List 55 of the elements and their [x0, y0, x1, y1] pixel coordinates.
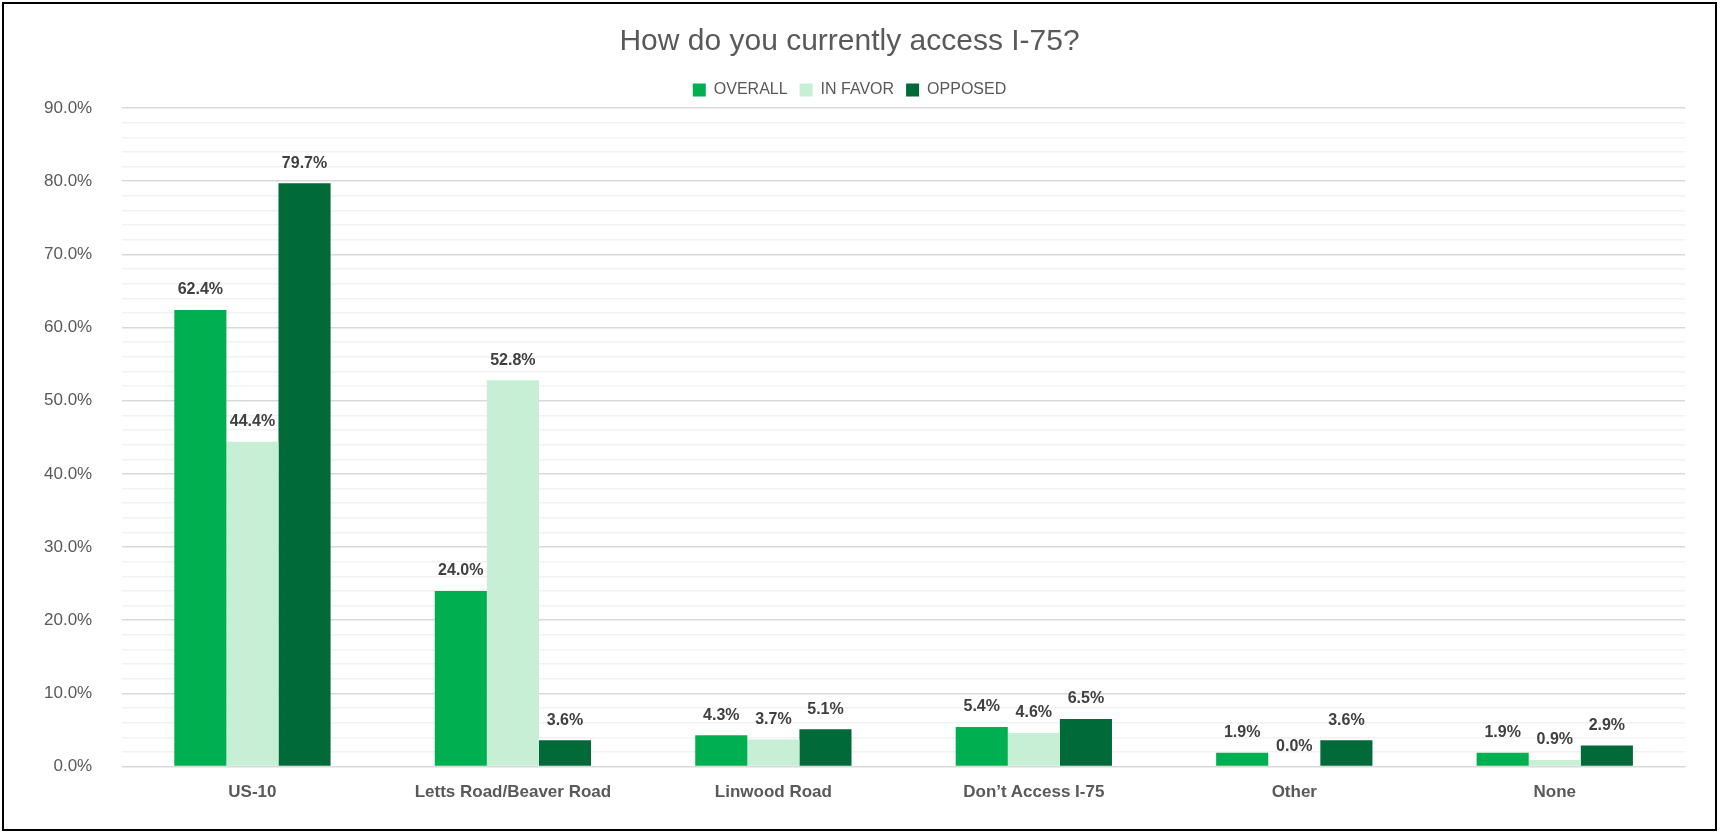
x-tick-label: Don’t Access I-75 — [963, 782, 1105, 802]
x-tick-label: None — [1533, 782, 1577, 802]
bar — [1216, 752, 1269, 766]
bar — [1320, 740, 1373, 766]
legend-label: IN FAVOR — [820, 80, 895, 98]
bar — [955, 727, 1008, 766]
bar — [1528, 760, 1581, 766]
y-tick-label: 90.0% — [44, 97, 93, 117]
data-label: 3.7% — [755, 709, 792, 727]
data-label: 5.1% — [807, 699, 844, 717]
legend-label: OPPOSED — [927, 80, 1007, 98]
bar — [538, 740, 592, 766]
data-label: 1.9% — [1484, 723, 1521, 741]
bar — [486, 380, 539, 766]
bar — [226, 441, 279, 766]
data-label: 5.4% — [963, 697, 1000, 715]
y-tick-label: 0.0% — [53, 756, 93, 776]
bar — [747, 739, 800, 766]
y-tick-label: 80.0% — [44, 170, 93, 190]
x-tick-label: Linwood Road — [714, 782, 832, 802]
y-tick-label: 50.0% — [44, 390, 93, 410]
x-tick-label: Other — [1271, 782, 1318, 802]
bar — [695, 735, 748, 766]
chart-title: How do you currently access I-75? — [619, 23, 1080, 57]
x-tick-label: US-10 — [228, 782, 277, 802]
bar — [1059, 719, 1112, 766]
data-label: 44.4% — [229, 412, 276, 430]
y-tick-label: 30.0% — [44, 536, 93, 556]
bar — [174, 309, 227, 766]
data-label: 0.0% — [1276, 737, 1313, 755]
bar — [278, 183, 331, 766]
y-tick-label: 20.0% — [44, 609, 93, 629]
data-label: 24.0% — [438, 561, 484, 579]
y-tick-label: 60.0% — [44, 317, 93, 337]
bar — [1007, 732, 1060, 766]
data-label: 79.7% — [281, 153, 328, 171]
y-tick-label: 70.0% — [44, 244, 93, 264]
data-label: 3.6% — [1328, 710, 1365, 728]
data-label: 0.9% — [1536, 730, 1573, 748]
data-label: 52.8% — [490, 350, 536, 368]
bar — [1476, 752, 1529, 766]
data-label: 4.3% — [703, 705, 740, 723]
legend-label: OVERALL — [713, 80, 788, 98]
y-tick-label: 10.0% — [44, 683, 93, 703]
y-tick-label: 40.0% — [44, 463, 93, 483]
data-label: 6.5% — [1067, 689, 1105, 707]
data-label: 4.6% — [1015, 703, 1053, 721]
data-label: 62.4% — [177, 280, 224, 298]
data-label: 2.9% — [1588, 715, 1626, 733]
bar — [799, 729, 852, 766]
x-tick-label: Letts Road/Beaver Road — [414, 782, 612, 802]
data-label: 1.9% — [1223, 723, 1261, 741]
bar — [1580, 745, 1633, 766]
bar — [434, 590, 487, 766]
data-label: 3.6% — [546, 710, 584, 728]
